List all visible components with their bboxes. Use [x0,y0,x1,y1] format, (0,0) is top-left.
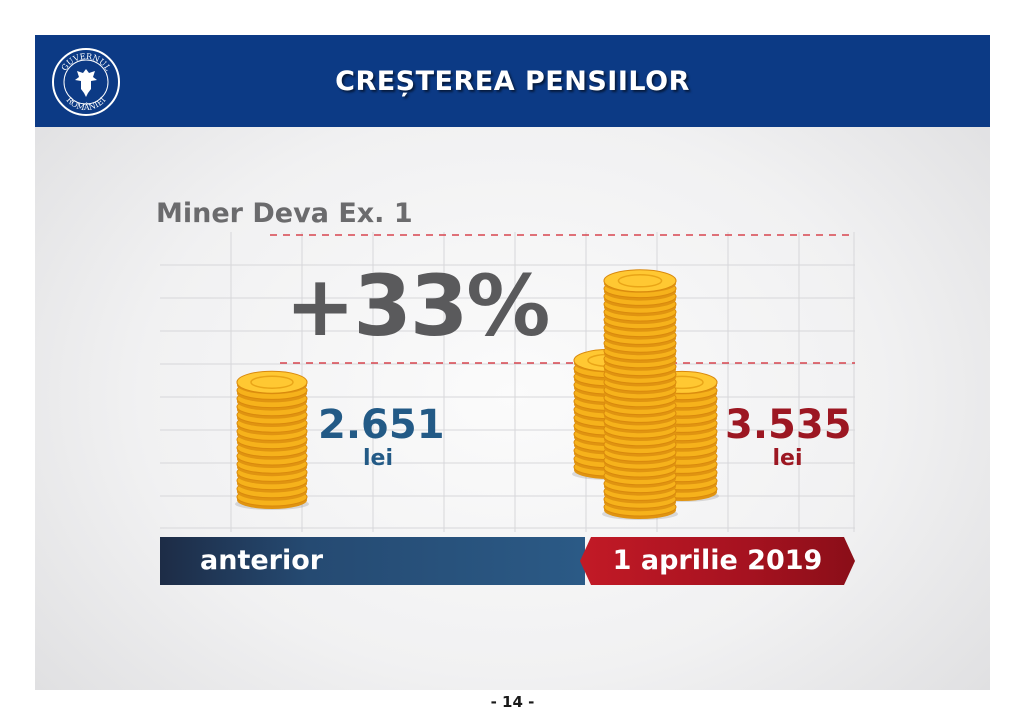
value-before: 2.651 lei [318,402,445,471]
value-before-amount: 2.651 [318,402,445,448]
value-before-unit: lei [362,446,393,471]
timeline-after-label: 1 aprilie 2019 [612,545,823,576]
value-after-unit: lei [772,446,803,471]
subtitle: Miner Deva Ex. 1 [156,198,413,229]
timeline-before-bar [160,537,585,585]
slide: GUVERNUL ROMÂNIEI CREȘTEREA PENSIILOR Mi… [35,35,990,690]
timeline-before-label: anterior [200,545,324,576]
percent-increase: +33% [285,257,550,355]
timeline-after-bar [580,537,855,585]
coin-stack-icon [235,269,719,520]
header-bar: GUVERNUL ROMÂNIEI CREȘTEREA PENSIILOR [35,35,990,127]
svg-text:ROMÂNIEI: ROMÂNIEI [65,95,108,112]
page-title: CREȘTEREA PENSIILOR [335,65,690,97]
government-crest-icon: GUVERNUL ROMÂNIEI [52,48,120,116]
coin-stack [235,370,309,510]
coin-stack [602,269,678,520]
page-number: - 14 - [490,693,535,711]
value-after-amount: 3.535 [725,402,852,448]
value-after: 3.535 lei [725,402,852,471]
